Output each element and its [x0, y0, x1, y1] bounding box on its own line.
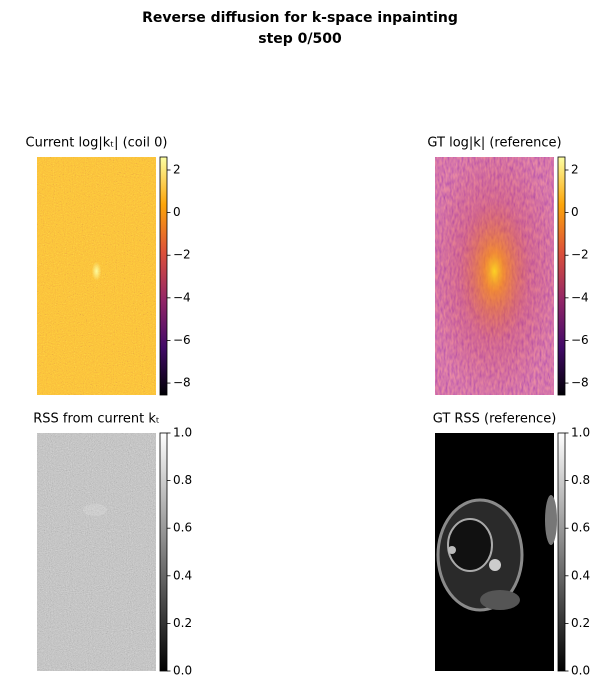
figure-title: Reverse diffusion for k-space inpainting [142, 10, 458, 26]
colorbar-tick-label: 0.2 [173, 616, 192, 630]
colorbar-tick-label: 1.0 [173, 426, 192, 440]
image-current-rss [37, 433, 156, 671]
colorbar-tick-label: 0 [571, 205, 579, 219]
figure-subtitle: step 0/500 [258, 31, 342, 47]
colorbar-tick-label: −8 [571, 376, 589, 390]
colorbar [557, 432, 566, 672]
colorbar [557, 156, 566, 396]
colorbar-tick-label: 0.6 [173, 521, 192, 535]
colorbar-tick-label: 2 [173, 162, 181, 176]
colorbar-tick-label: 0 [173, 205, 181, 219]
colorbar-tick-label: 0.6 [571, 521, 590, 535]
panel-title: RSS from current kₜ [33, 412, 160, 427]
colorbar-tick-label: −4 [173, 290, 191, 304]
colorbar-tick-label: 0.2 [571, 616, 590, 630]
colorbar-tick-label: 0.0 [173, 664, 192, 678]
colorbar-tick-label: −2 [173, 248, 191, 262]
panel-title: GT RSS (reference) [433, 412, 557, 427]
colorbar-tick-label: 0.4 [173, 568, 192, 582]
image-current-k [37, 157, 156, 395]
colorbar-tick-label: 0.4 [571, 568, 590, 582]
panel-title: Current log|kₜ| (coil 0) [26, 136, 168, 151]
panel-title: GT log|k| (reference) [427, 136, 561, 151]
colorbar-tick-label: −6 [173, 333, 191, 347]
colorbar [159, 432, 168, 672]
image-gt-k [435, 157, 554, 395]
colorbar-tick-label: 0.8 [571, 473, 590, 487]
image-gt-rss [435, 433, 557, 671]
colorbar-tick-label: −6 [571, 333, 589, 347]
colorbar [159, 156, 168, 396]
colorbar-tick-label: 0.0 [571, 664, 590, 678]
colorbar-tick-label: 0.8 [173, 473, 192, 487]
colorbar-tick-label: −4 [571, 290, 589, 304]
colorbar-tick-label: 2 [571, 162, 579, 176]
colorbar-tick-label: 1.0 [571, 426, 590, 440]
colorbar-tick-label: −8 [173, 376, 191, 390]
colorbar-tick-label: −2 [571, 248, 589, 262]
